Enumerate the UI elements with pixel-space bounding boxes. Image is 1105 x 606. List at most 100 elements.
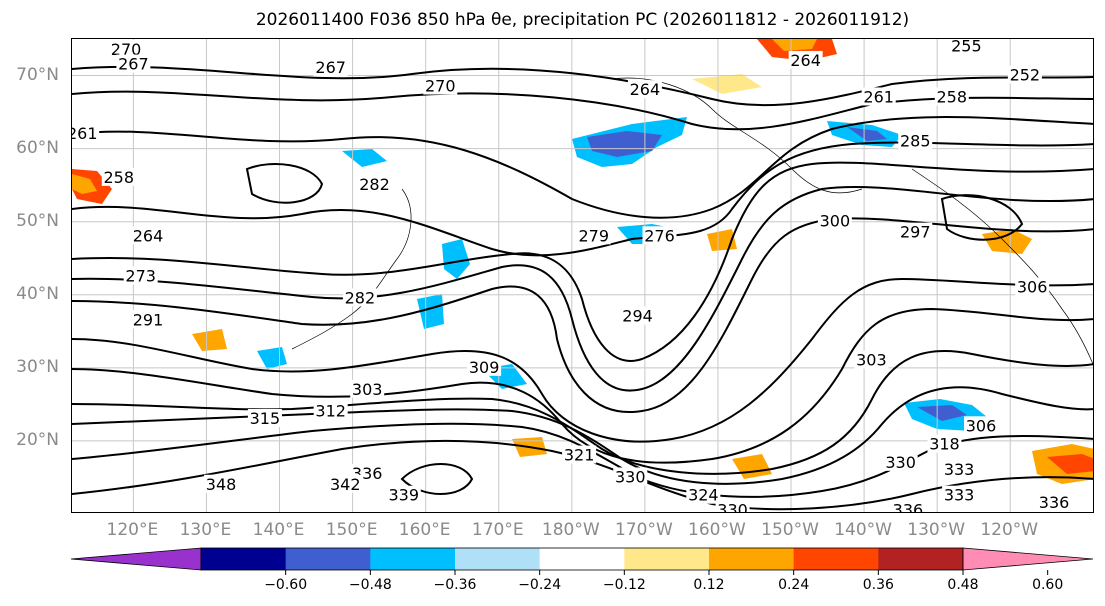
contour-label-bg [942,460,977,479]
latitude-label: 70°N [16,64,59,85]
colorbar-tick-label: −0.12 [602,577,646,593]
contour-label: 333 [944,460,975,479]
colorbar-tick-label: −0.36 [433,577,477,593]
contour-label-bg [890,500,925,512]
longitude-label: 160°E [398,520,451,540]
latitude-label: 50°N [16,210,59,231]
contour-label: 333 [944,486,975,505]
latitude-label: 40°N [16,283,59,304]
contour-map: 2702672672702642642552522612582612852582… [72,39,1093,513]
precip-blob [257,347,287,369]
contour-label-bg [883,452,918,471]
contour-label: 267 [315,58,346,77]
colorbar-tick-label: 0.36 [862,577,894,593]
contour-label-bg [715,500,750,512]
colorbar-tick-label: 0.48 [947,577,979,593]
contour-label-bg [101,167,136,186]
precip-blob [442,239,470,279]
precip-blob [847,127,887,141]
contour-line [72,217,1093,414]
contour-label-bg [642,226,677,245]
contour-line [72,116,1093,219]
contour-label: 309 [469,358,500,377]
contour-label-bg [1007,65,1042,84]
longitude-label: 130°E [179,520,232,540]
coastline [911,168,1093,366]
precip-blob [772,39,817,51]
contour-label-bg [342,288,377,307]
contour-label-bg [620,306,655,325]
colorbar-tick-label: 0.24 [778,577,810,593]
contour-label-bg [788,50,823,69]
colorbar-segment [285,548,371,570]
contour-label: 264 [790,51,821,70]
contour-label: 330 [885,453,916,472]
contour-label-bg [817,211,852,230]
contour-label: 312 [315,402,346,421]
contour-label: 306 [966,416,997,435]
contour-label-bg [116,54,151,73]
precip-blob [982,229,1032,254]
contour-label: 303 [352,380,383,399]
map-panel[interactable]: 2702672672702642642552522612582612852582… [71,38,1094,513]
colorbar [70,547,1094,575]
precip-blob [692,74,762,94]
contour-label-bg [123,266,158,285]
latitude-label: 60°N [16,137,59,158]
contour-label: 264 [630,80,661,99]
colorbar-segment [878,548,964,570]
contour-label: 330 [615,467,646,486]
coastlines [291,77,1093,366]
contour-label: 339 [388,486,419,505]
contour-label-bg [861,87,896,106]
contour-line [72,277,1093,443]
contour-label-bg [686,485,721,504]
precip-blob [417,294,444,329]
contour-label: 261 [863,87,894,106]
contour-line [72,350,1093,475]
contour-line [940,194,1024,241]
contour-label-bg [934,87,969,106]
contour-label: 282 [359,175,390,194]
contour-label-bg [1037,493,1072,512]
contour-label-bg [350,379,385,398]
contour-label: 270 [425,77,456,96]
colorbar-segment [624,548,710,570]
colorbar-tick-label: −0.24 [518,577,562,593]
colorbar-segment [455,548,541,570]
contour-label-bg [562,445,597,464]
contour-label-bg [576,226,611,245]
contour-label: 342 [330,475,361,494]
contour-label-bg [1015,277,1050,296]
contour-label-bg [72,124,100,142]
contour-label-bg [613,467,648,486]
coastline [291,188,412,350]
contour-label: 336 [1039,493,1070,512]
longitude-label: 140°W [834,520,892,540]
contour-label-bg [204,474,239,493]
contour-label: 267 [118,55,149,74]
colorbar-min-extend [70,547,202,571]
contour-label: 258 [937,87,968,106]
contour-label-bg [313,58,348,77]
longitude-label: 120°W [980,520,1039,540]
precip-blob [192,329,227,351]
contour-label: 324 [688,486,719,505]
contour-label-bg [942,485,977,504]
colorbar-outline [200,547,964,571]
contour-line [72,161,1093,362]
contour-label: 285 [900,131,931,150]
contour-label-bg [130,226,165,245]
contour-label: 264 [133,226,164,245]
contour-label-bg [927,434,962,453]
contour-label: 321 [564,446,595,465]
contour-label-bg [898,131,933,150]
contour-label-bg [627,80,662,99]
contour-label: 336 [893,500,924,513]
contour-line [72,65,1093,107]
map-title: 2026011400 F036 850 hPa θe, precipitatio… [255,10,910,30]
precip-blob [1047,454,1093,474]
precip-blob [342,149,387,167]
longitude-label: 150°W [761,520,819,540]
contour-label-bg [964,416,999,435]
